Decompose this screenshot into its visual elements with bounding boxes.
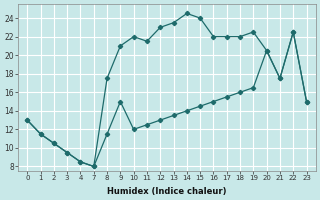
X-axis label: Humidex (Indice chaleur): Humidex (Indice chaleur)	[107, 187, 227, 196]
